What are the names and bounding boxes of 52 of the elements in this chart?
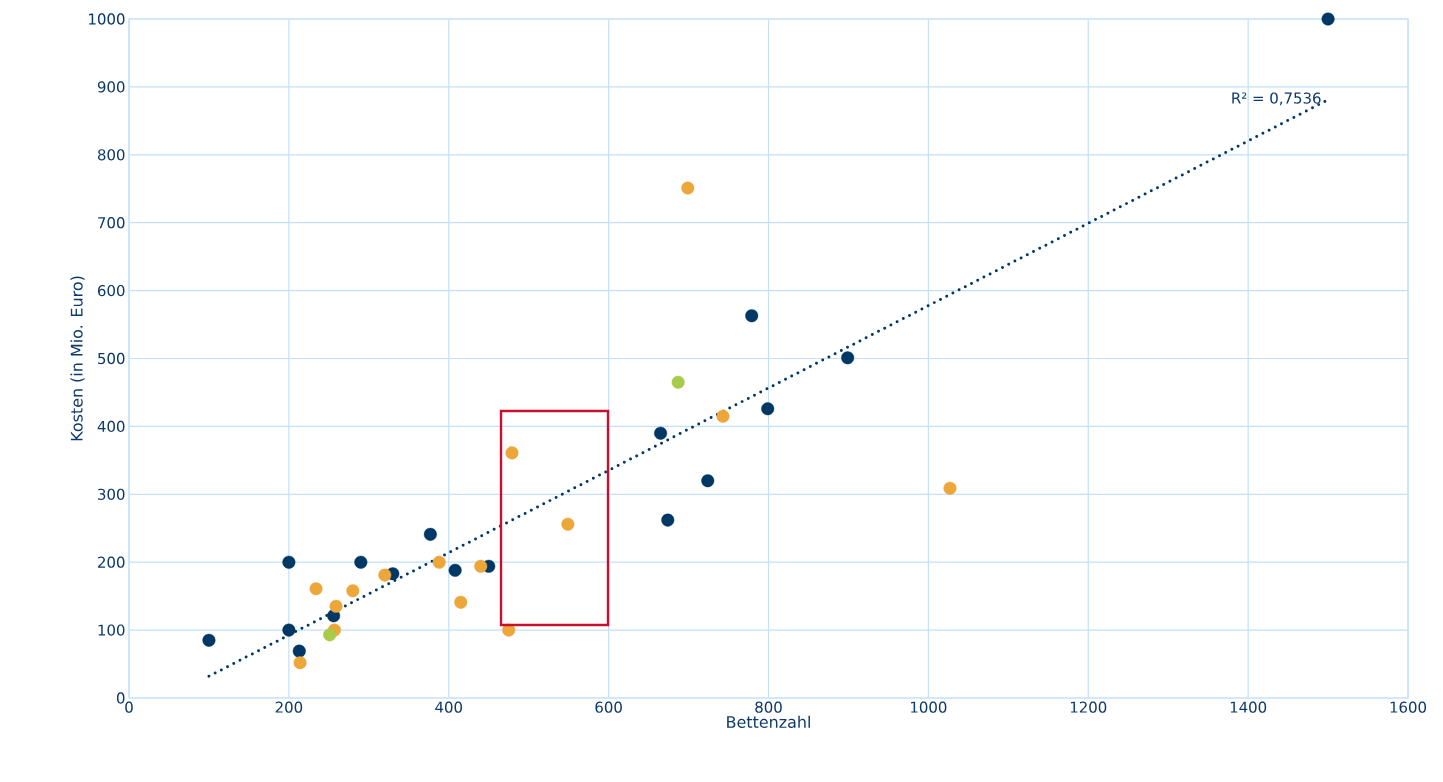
point [505, 446, 519, 460]
y-tick-label: 0 [116, 692, 125, 704]
point [346, 584, 360, 598]
point [943, 481, 957, 495]
point [661, 513, 675, 527]
point [354, 555, 368, 569]
x-tick-label: 1200 [1070, 701, 1107, 713]
point [701, 474, 715, 488]
x-tick-label: 400 [435, 701, 463, 713]
point [293, 656, 307, 670]
point [654, 426, 668, 440]
point [282, 623, 296, 637]
x-tick-label: 200 [275, 701, 303, 713]
point [745, 309, 759, 323]
point [282, 555, 296, 569]
x-tick-label: 0 [125, 701, 133, 713]
point [671, 375, 685, 389]
point [761, 402, 775, 416]
y-tick-label: 600 [98, 284, 125, 297]
point [432, 555, 446, 569]
point [454, 595, 468, 609]
x-tick-label: 1000 [911, 701, 947, 713]
x-tick-label: 1400 [1230, 701, 1267, 713]
y-tick-label: 800 [97, 149, 125, 161]
y-tick-label: 500 [98, 352, 125, 365]
y-tick-label: 900 [97, 81, 125, 93]
point [561, 517, 575, 531]
y-tick-label: 300 [98, 488, 125, 500]
point [323, 628, 337, 642]
y-tick-label: 700 [98, 217, 125, 229]
y-tick-label: 1000 [89, 13, 125, 25]
annotation: R² = 0,7536 [1232, 92, 1321, 106]
point [309, 582, 323, 596]
point [448, 563, 462, 577]
point [378, 568, 392, 582]
point [716, 409, 730, 423]
y-tick-label: 400 [97, 420, 125, 433]
point [474, 559, 488, 573]
x-tick-label: 800 [755, 701, 782, 713]
y-tick-label: 100 [98, 624, 125, 636]
x-tick-label: 600 [595, 701, 622, 713]
point [292, 644, 306, 658]
y-axis-title: Kosten (in Mio. Euro) [70, 276, 85, 441]
point [329, 599, 343, 613]
point [841, 351, 855, 365]
x-axis-title: Bettenzahl [727, 715, 810, 729]
x-tick-label: 1600 [1390, 701, 1427, 713]
point [202, 633, 216, 647]
y-tick-label: 200 [98, 556, 125, 568]
point [681, 181, 695, 195]
point [423, 527, 437, 541]
point [1321, 12, 1335, 26]
